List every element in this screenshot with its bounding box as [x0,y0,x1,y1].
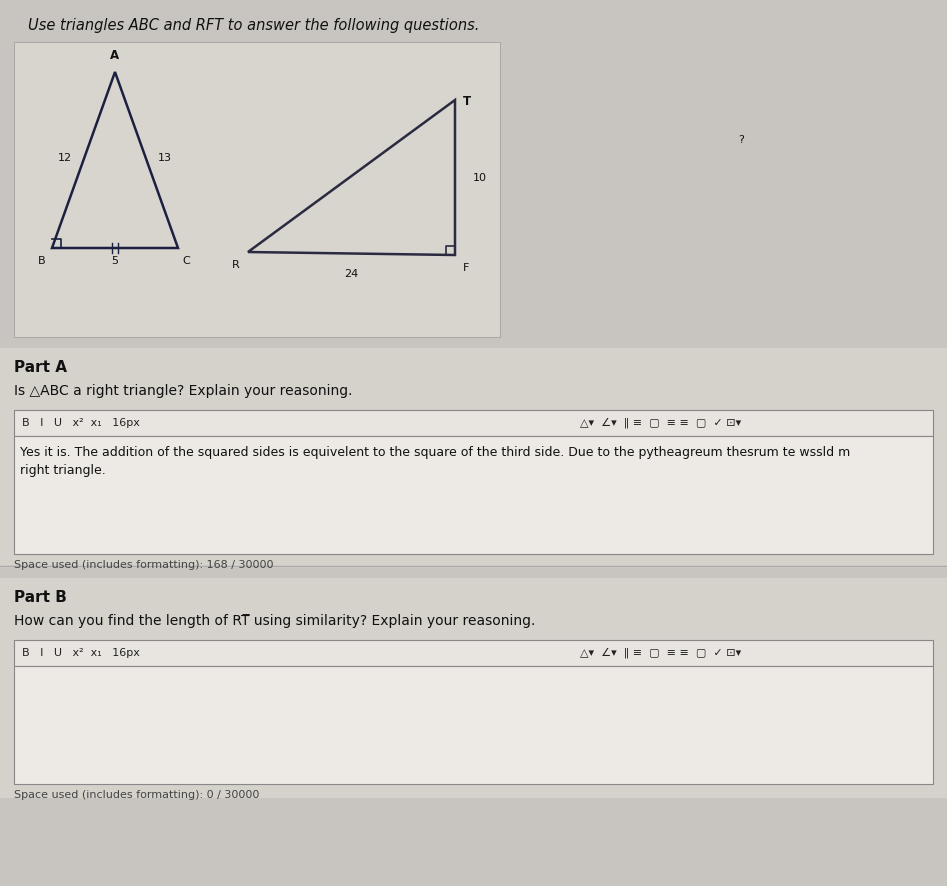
Bar [14,410,933,436]
Text: B   I   U   x²  x₁   16px: B I U x² x₁ 16px [22,418,140,428]
Text: △▾  ∠▾  ‖ ≡  ▢  ≡ ≡  ▢  ✓ ⊡▾: △▾ ∠▾ ‖ ≡ ▢ ≡ ≡ ▢ ✓ ⊡▾ [580,417,742,428]
Text: How can you find the length of RT̅ using similarity? Explain your reasoning.: How can you find the length of RT̅ using… [14,614,535,628]
Bar [14,42,500,337]
Bar [14,666,933,784]
Text: B: B [38,256,45,266]
Text: Space used (includes formatting): 168 / 30000: Space used (includes formatting): 168 / … [14,560,274,570]
Bar [14,640,933,666]
Text: T: T [463,95,471,108]
Text: R: R [232,260,240,270]
Text: ?: ? [739,135,744,145]
Text: Use triangles ABC and RFT to answer the following questions.: Use triangles ABC and RFT to answer the … [28,18,480,33]
Bar [0,578,947,798]
Text: Part B: Part B [14,590,67,605]
Bar [0,348,947,568]
Text: △▾  ∠▾  ‖ ≡  ▢  ≡ ≡  ▢  ✓ ⊡▾: △▾ ∠▾ ‖ ≡ ▢ ≡ ≡ ▢ ✓ ⊡▾ [580,648,742,658]
Text: Is △ABC a right triangle? Explain your reasoning.: Is △ABC a right triangle? Explain your r… [14,384,352,398]
Text: C: C [182,256,190,266]
Text: right triangle.: right triangle. [20,464,106,477]
Text: 5: 5 [112,256,118,266]
Text: 24: 24 [345,269,359,279]
Text: Part A: Part A [14,360,67,375]
Text: 10: 10 [473,173,487,183]
Text: F: F [463,263,470,273]
Text: 13: 13 [158,153,172,163]
Bar [14,436,933,554]
Text: Yes it is. The addition of the squared sides is equivelent to the square of the : Yes it is. The addition of the squared s… [20,446,850,459]
Text: B   I   U   x²  x₁   16px: B I U x² x₁ 16px [22,648,140,658]
Text: 12: 12 [58,153,72,163]
Text: A: A [111,49,119,62]
Text: Space used (includes formatting): 0 / 30000: Space used (includes formatting): 0 / 30… [14,790,259,800]
